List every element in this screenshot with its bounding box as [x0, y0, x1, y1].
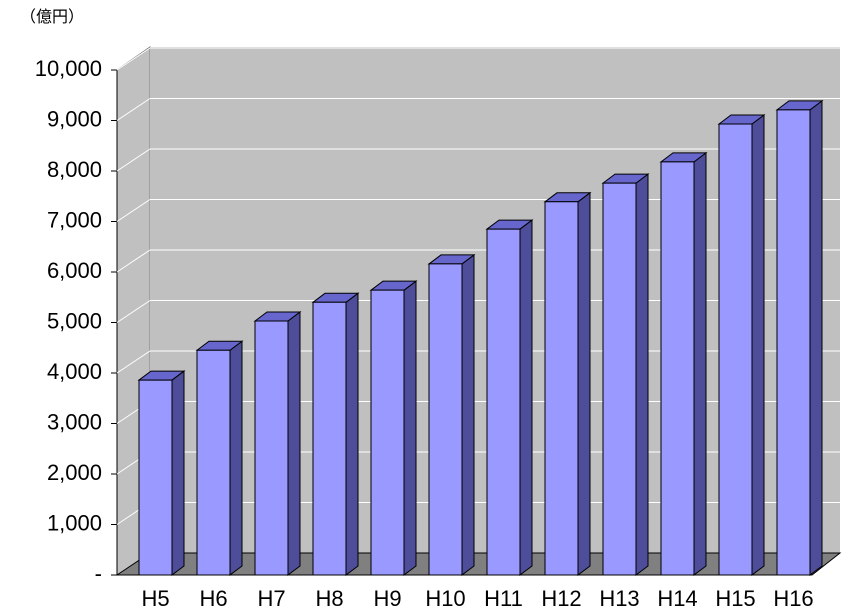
y-tick-label: 6,000	[47, 258, 102, 283]
bar	[311, 292, 360, 576]
y-tick-label: 8,000	[47, 157, 102, 182]
bar-front	[660, 161, 695, 576]
y-tick-label: 3,000	[47, 409, 102, 434]
bar-front	[138, 379, 173, 576]
x-tick-label: H7	[257, 586, 285, 611]
bar-front	[544, 201, 579, 576]
bar	[137, 370, 186, 576]
grid-line	[116, 249, 151, 273]
bar-side	[693, 151, 707, 576]
y-tick-label: 4,000	[47, 359, 102, 384]
x-tick-label: H10	[425, 586, 465, 611]
bar	[195, 340, 244, 576]
y-tick-label: 2,000	[47, 460, 102, 485]
y-tick-label: 9,000	[47, 106, 102, 131]
bar-side	[809, 99, 823, 576]
x-tick-label: H9	[373, 586, 401, 611]
bar-front	[602, 182, 637, 576]
y-tick-label: -	[95, 561, 102, 586]
x-tick-label: H11	[484, 586, 523, 611]
bar-side	[229, 340, 243, 576]
bar-side	[519, 219, 533, 576]
grid-line	[116, 98, 151, 121]
bar	[253, 310, 302, 576]
bar	[427, 253, 476, 576]
x-tick-label: H16	[773, 586, 813, 611]
grid-line	[116, 350, 151, 374]
x-tick-label: H14	[657, 586, 697, 611]
x-tick-label: H6	[199, 586, 227, 611]
bar	[543, 191, 592, 576]
bar-side	[287, 310, 301, 576]
bar-front	[428, 263, 463, 576]
grid-line	[116, 148, 151, 172]
y-tick-label: 1,000	[47, 510, 102, 535]
bar-front	[370, 289, 405, 576]
bar-front	[196, 349, 231, 576]
bar	[369, 280, 418, 576]
y-tick-label: 5,000	[47, 308, 102, 333]
bar-side	[171, 370, 185, 576]
bar-side	[345, 292, 359, 576]
y-unit-label: （億円）	[20, 8, 84, 26]
bar	[775, 99, 824, 576]
x-tick-label: H5	[141, 586, 169, 611]
y-tick-label: 10,000	[35, 56, 102, 81]
x-tick-label: H12	[541, 586, 581, 611]
bar	[659, 151, 708, 576]
bar-side	[577, 191, 591, 576]
bar-front	[776, 109, 811, 576]
bar	[485, 219, 534, 576]
bar-side	[635, 173, 649, 576]
bar	[717, 114, 766, 576]
bar-front	[486, 228, 521, 576]
x-tick-label: H13	[599, 586, 639, 611]
bar-front	[312, 301, 347, 576]
bar-front	[254, 320, 289, 576]
grid-line	[116, 199, 151, 222]
bar-side	[403, 280, 417, 576]
x-tick-label: H8	[315, 586, 343, 611]
bar-side	[461, 253, 475, 576]
y-tick-label: 7,000	[47, 207, 102, 232]
bar	[601, 173, 650, 576]
grid-line	[116, 47, 151, 71]
grid-line	[116, 300, 151, 323]
x-tick-label: H15	[715, 586, 755, 611]
bar-front	[718, 123, 753, 576]
bar-side	[751, 114, 765, 576]
